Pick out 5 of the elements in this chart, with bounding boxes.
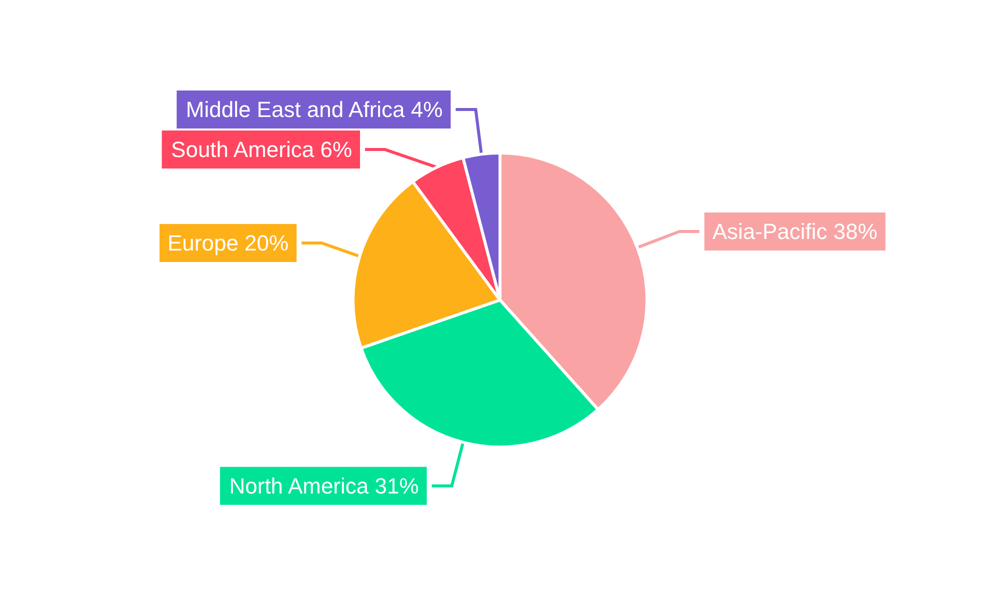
slice-label: South America 6% [171,137,352,162]
slice-label: Middle East and Africa 4% [186,97,443,122]
slice-label: North America 31% [229,473,419,498]
slice-label: Europe 20% [168,230,289,256]
slice-label: Asia-Pacific 38% [712,218,878,244]
